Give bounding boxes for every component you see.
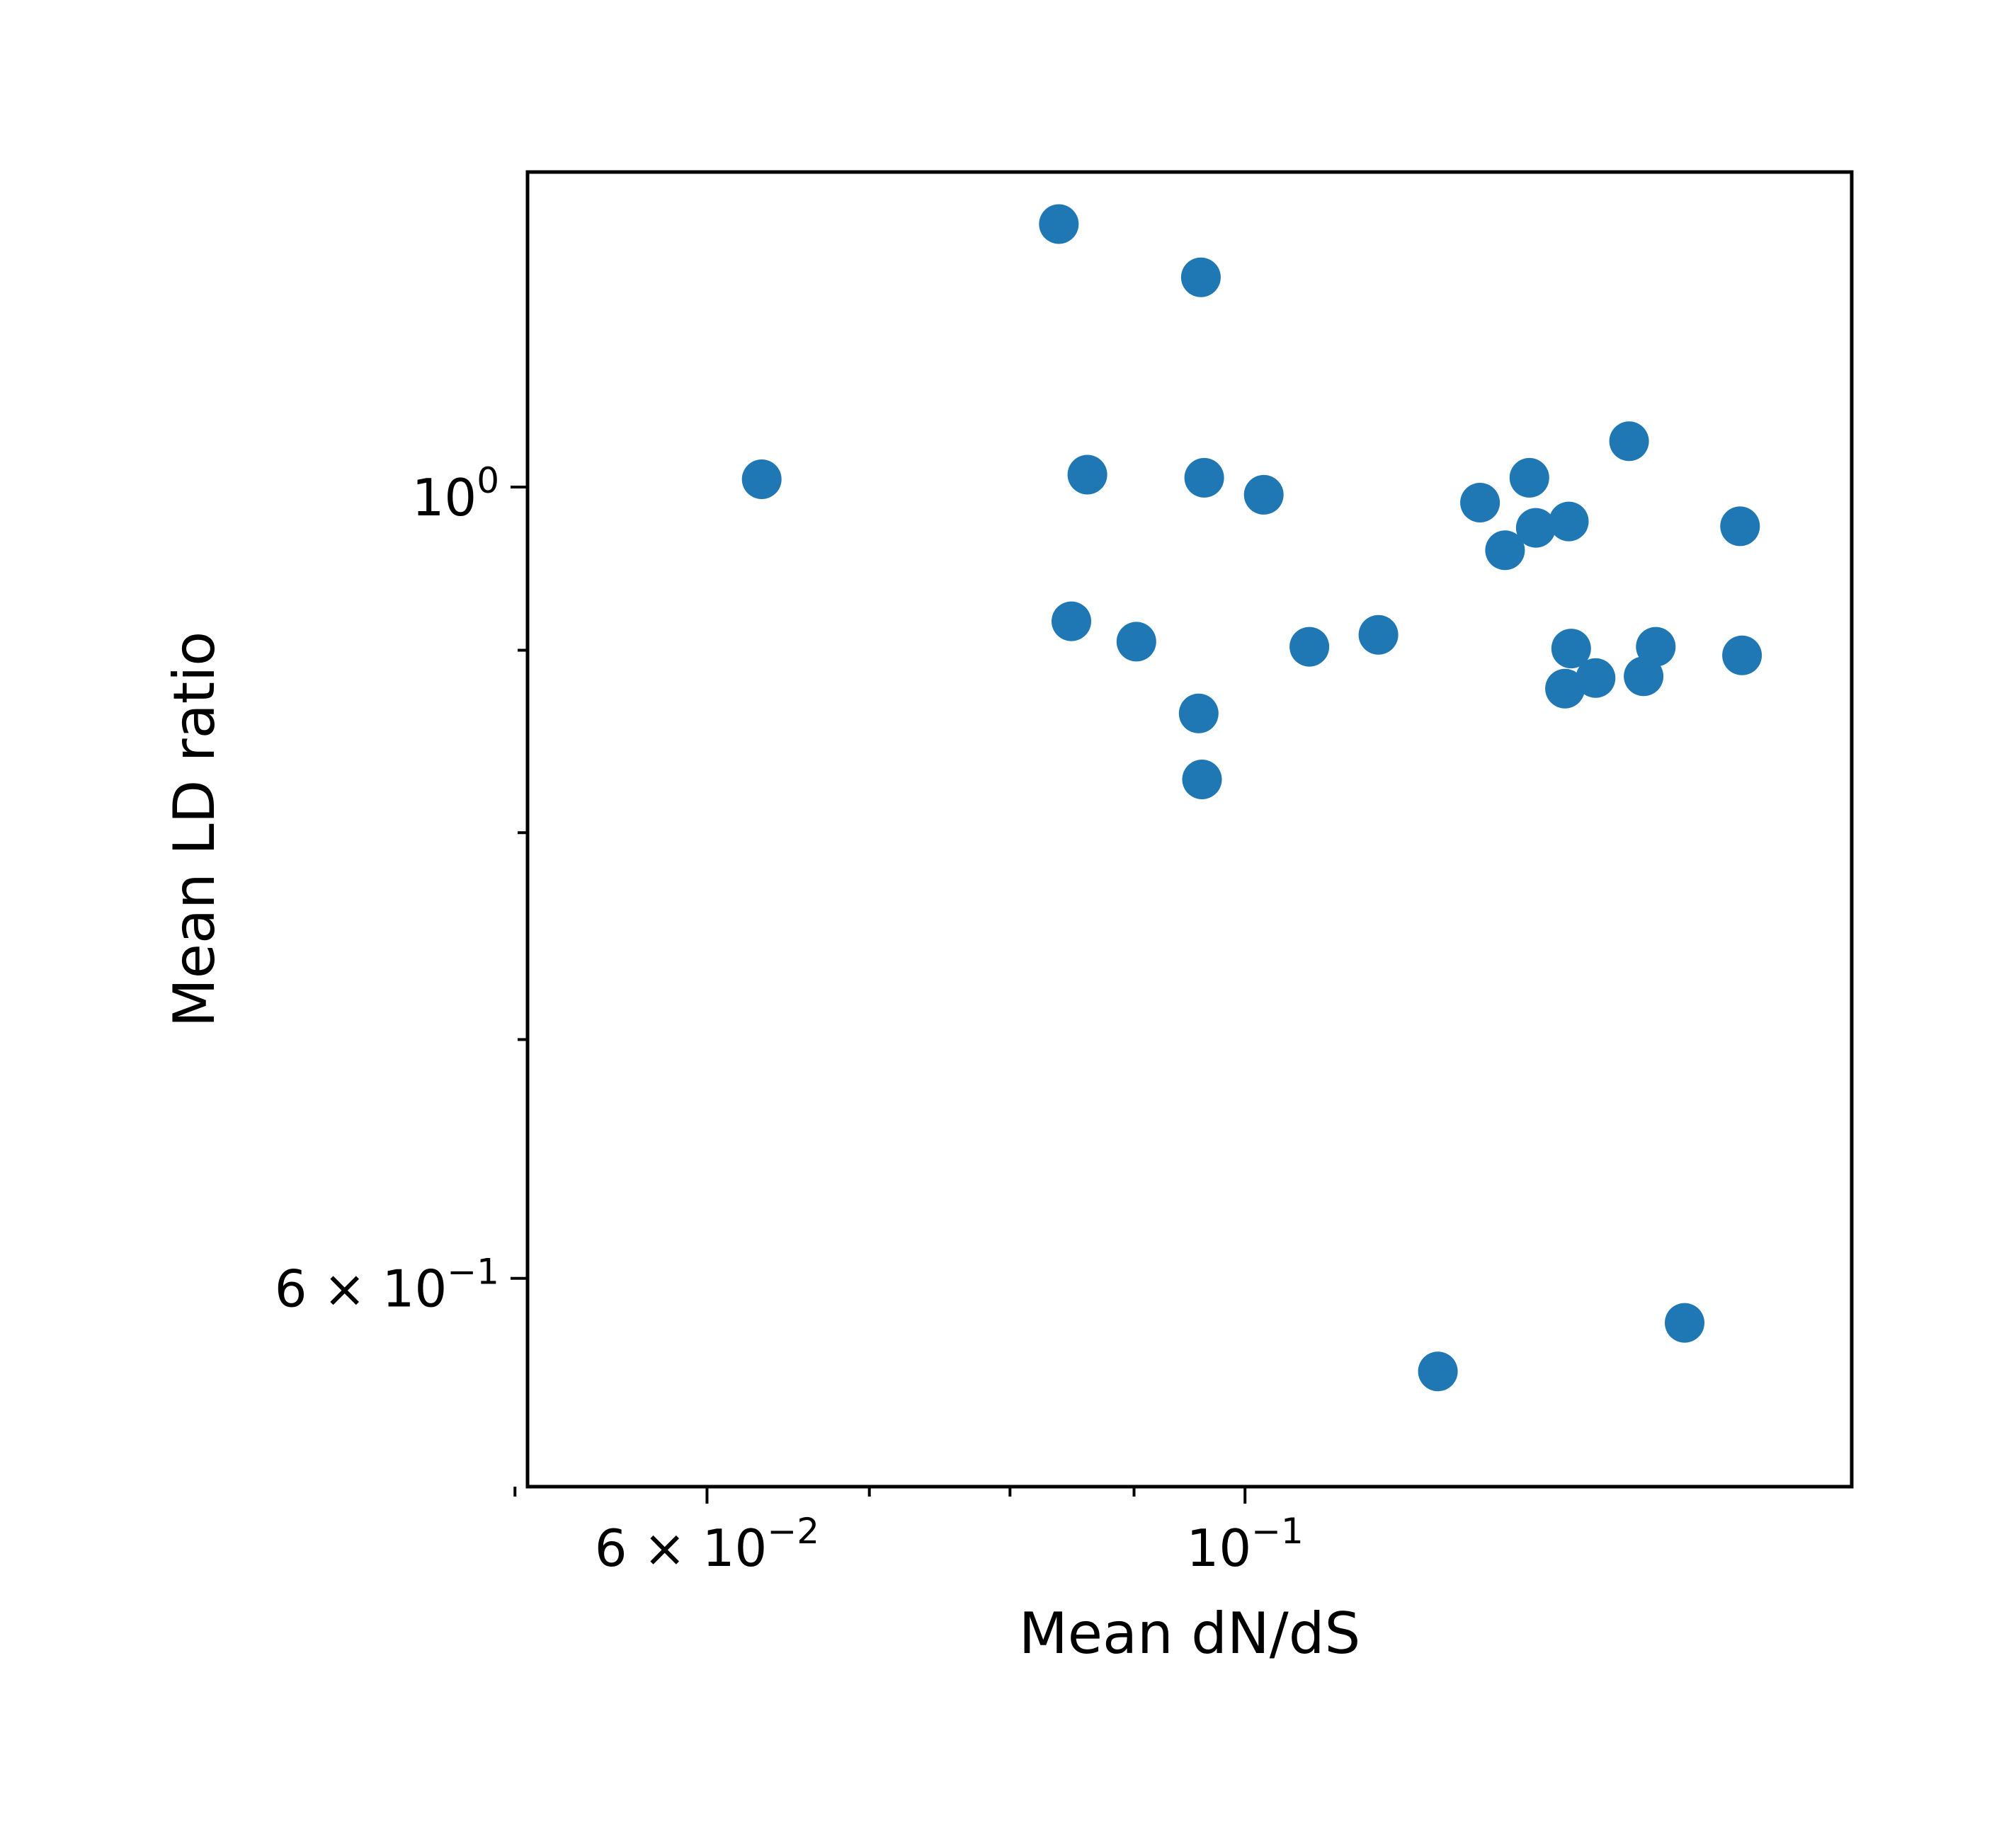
data-point-21 bbox=[1576, 658, 1616, 698]
data-point-6 bbox=[1180, 257, 1221, 297]
y-axis-title: Mean LD ratio bbox=[161, 631, 227, 1027]
data-point-19 bbox=[1549, 501, 1589, 542]
data-point-3 bbox=[1052, 601, 1091, 641]
data-point-24 bbox=[1636, 627, 1676, 667]
data-point-10 bbox=[1243, 474, 1284, 515]
data-point-26 bbox=[1720, 506, 1760, 547]
x-axis-title: Mean dN/dS bbox=[1019, 1601, 1361, 1666]
x-tick-label-2: 10−1 bbox=[1187, 1511, 1304, 1578]
data-point-9 bbox=[1184, 457, 1224, 498]
data-point-18 bbox=[1545, 668, 1585, 709]
data-point-1 bbox=[741, 459, 782, 499]
data-point-20 bbox=[1551, 629, 1591, 669]
data-point-5 bbox=[1116, 622, 1156, 662]
y-tick-label-1: 100 bbox=[412, 460, 499, 527]
data-points bbox=[741, 204, 1762, 1392]
data-point-13 bbox=[1418, 1351, 1458, 1392]
plot-frame bbox=[525, 170, 1854, 1489]
axis-ticks: 6 × 10−2 10−1 100 6 × 10−1 bbox=[275, 460, 1304, 1578]
x-tick-label-1: 6 × 10−2 bbox=[595, 1511, 819, 1578]
data-point-11 bbox=[1289, 627, 1330, 667]
data-point-2 bbox=[1039, 204, 1079, 244]
data-point-17 bbox=[1515, 508, 1556, 548]
y-tick-label-2: 6 × 10−1 bbox=[275, 1252, 499, 1319]
data-point-14 bbox=[1460, 483, 1500, 522]
data-point-7 bbox=[1178, 693, 1219, 733]
data-point-16 bbox=[1509, 457, 1549, 498]
data-point-4 bbox=[1067, 454, 1107, 495]
data-point-22 bbox=[1609, 421, 1649, 462]
data-point-25 bbox=[1665, 1303, 1704, 1343]
data-point-12 bbox=[1358, 614, 1399, 655]
data-point-15 bbox=[1485, 530, 1525, 571]
data-point-27 bbox=[1722, 635, 1762, 675]
data-point-8 bbox=[1182, 760, 1222, 799]
